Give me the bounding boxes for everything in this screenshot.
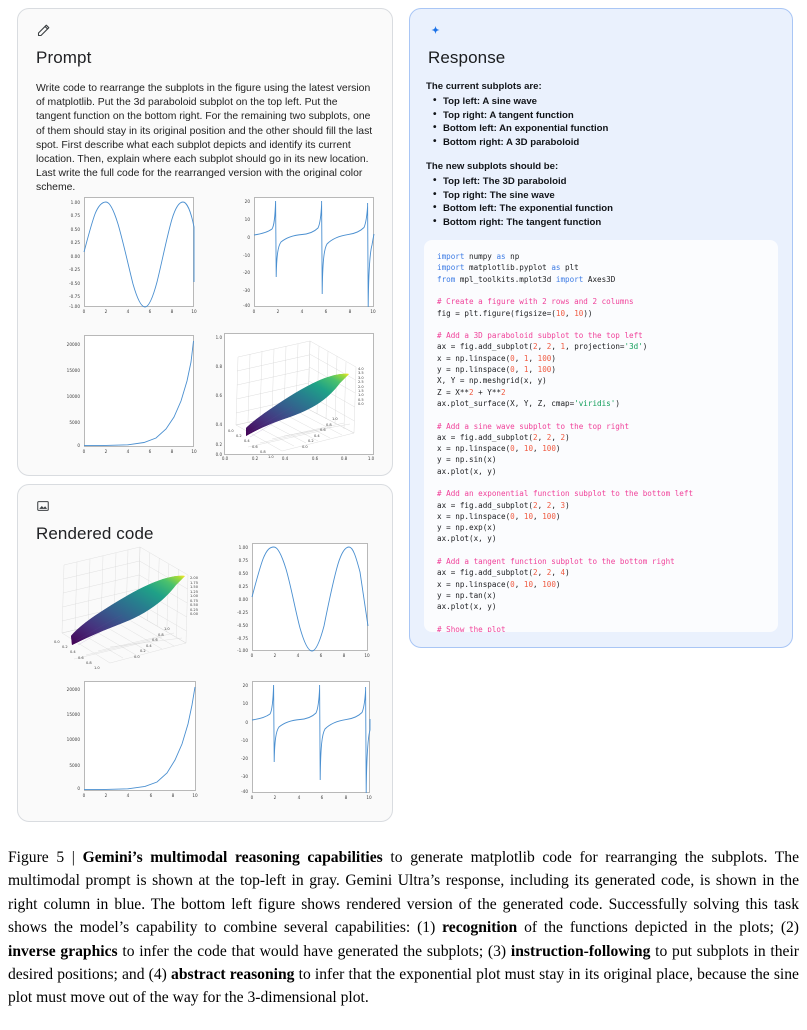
rendered-subplot-exponential: 20000 15000 10000 5000 0 0 2 4 6 8 10 bbox=[28, 673, 208, 815]
rendered-subplot-sine: 1.00 0.75 0.50 0.25 0.00 -0.25 -0.50 -0.… bbox=[206, 533, 386, 674]
subplot-sine: 1.00 0.75 0.50 0.25 0.00 -0.25 -0.50 -0.… bbox=[26, 189, 206, 329]
list-item: Top left: The 3D paraboloid bbox=[433, 174, 776, 188]
figure-caption: Figure 5 | Gemini’s multimodal reasoning… bbox=[8, 846, 799, 1010]
list-item: Bottom left: The exponential function bbox=[433, 201, 776, 215]
prompt-text: Write code to rearrange the subplots in … bbox=[36, 83, 373, 194]
list-item: Top left: A sine wave bbox=[433, 94, 776, 108]
caption-bold-2: recognition bbox=[442, 919, 518, 937]
subplot-paraboloid-3d: 1.0 0.8 0.6 0.4 0.2 0.0 0.0 0.2 0.4 0.6 … bbox=[206, 329, 386, 469]
sparkle-icon bbox=[428, 23, 774, 45]
rendered-figure: 2.00 1.75 1.50 1.25 1.00 0.75 0.50 0.25 0.00 1.… bbox=[28, 533, 386, 815]
current-subplots-list: Top left: A sine wave Top right: A tange… bbox=[426, 94, 776, 149]
list-item: Top right: A tangent function bbox=[433, 108, 776, 122]
caption-text-4: to put subplots in their desired positio… bbox=[8, 942, 799, 984]
prompt-text-body: Write code to rearrange the subplots in … bbox=[18, 68, 392, 196]
exponential-curve bbox=[83, 340, 194, 447]
caption-bold-4: instruction-following bbox=[510, 942, 651, 960]
caption-text-5: to infer that the exponential plot must … bbox=[8, 966, 799, 1007]
generated-python-code: import numpy as np import matplotlib.pyp… bbox=[437, 252, 694, 633]
response-title: Response bbox=[428, 48, 506, 67]
rendered-exponential-curve bbox=[83, 686, 196, 791]
caption-prefix: Figure 5 | bbox=[8, 849, 83, 866]
caption-text-3: to infer the code that would have genera… bbox=[117, 942, 511, 960]
rendered-tangent-curve bbox=[251, 684, 371, 794]
sine-curve bbox=[83, 201, 195, 308]
rendered-sine-curve bbox=[251, 546, 369, 652]
rendered-paraboloid-surface bbox=[61, 546, 189, 664]
paraboloid-surface bbox=[235, 340, 357, 452]
response-card: Response The current subplots are: Top l… bbox=[409, 8, 793, 648]
response-body: The current subplots are: Top left: A si… bbox=[410, 68, 792, 229]
prompt-card-header: Prompt bbox=[18, 9, 392, 68]
prompt-title: Prompt bbox=[36, 48, 92, 67]
new-subplots-heading: The new subplots should be: bbox=[426, 161, 559, 173]
rendered-code-card: Rendered code bbox=[17, 484, 393, 822]
prompt-figure: 1.00 0.75 0.50 0.25 0.00 -0.25 -0.50 -0.… bbox=[26, 189, 386, 469]
rendered-card-header: Rendered code bbox=[18, 485, 392, 544]
rendered-subplot-tangent: 20 10 0 -10 -20 -30 -40 0 2 4 6 8 10 bbox=[206, 673, 386, 815]
tangent-curve bbox=[253, 200, 375, 308]
current-subplots-heading: The current subplots are: bbox=[426, 81, 542, 92]
code-block[interactable]: import numpy as np import matplotlib.pyp… bbox=[424, 240, 778, 633]
new-subplots-list: Top left: The 3D paraboloid Top right: T… bbox=[426, 174, 776, 229]
response-card-header: Response bbox=[410, 9, 792, 68]
list-item: Bottom left: An exponential function bbox=[433, 121, 776, 135]
caption-bold-5: abstract reasoning bbox=[171, 966, 295, 984]
rendered-title: Rendered code bbox=[36, 524, 154, 543]
list-item: Top right: The sine wave bbox=[433, 188, 776, 202]
caption-text-1: to generate matplotlib code for rearrang… bbox=[8, 849, 800, 937]
rendered-subplot-paraboloid-3d: 2.00 1.75 1.50 1.25 1.00 0.75 0.50 0.25 0.00 1.… bbox=[28, 533, 208, 674]
image-icon bbox=[36, 499, 374, 521]
caption-bold-3: inverse graphics bbox=[8, 942, 118, 960]
list-item: Bottom right: A 3D paraboloid bbox=[433, 135, 776, 149]
pencil-icon bbox=[36, 23, 374, 45]
caption-text-2: of the functions depicted in the plots; … bbox=[517, 919, 799, 937]
subplot-tangent: 20 10 0 -10 -20 -30 -40 0 2 4 6 8 10 bbox=[206, 189, 386, 329]
list-item: Bottom right: The tangent function bbox=[433, 215, 776, 229]
caption-bold-1: Gemini’s multimodal reasoning capabiliti… bbox=[82, 849, 383, 866]
subplot-exponential: 20000 15000 10000 5000 0 0 2 4 6 8 10 bbox=[26, 329, 206, 469]
prompt-card: Prompt Write code to rearrange the subpl… bbox=[17, 8, 393, 476]
